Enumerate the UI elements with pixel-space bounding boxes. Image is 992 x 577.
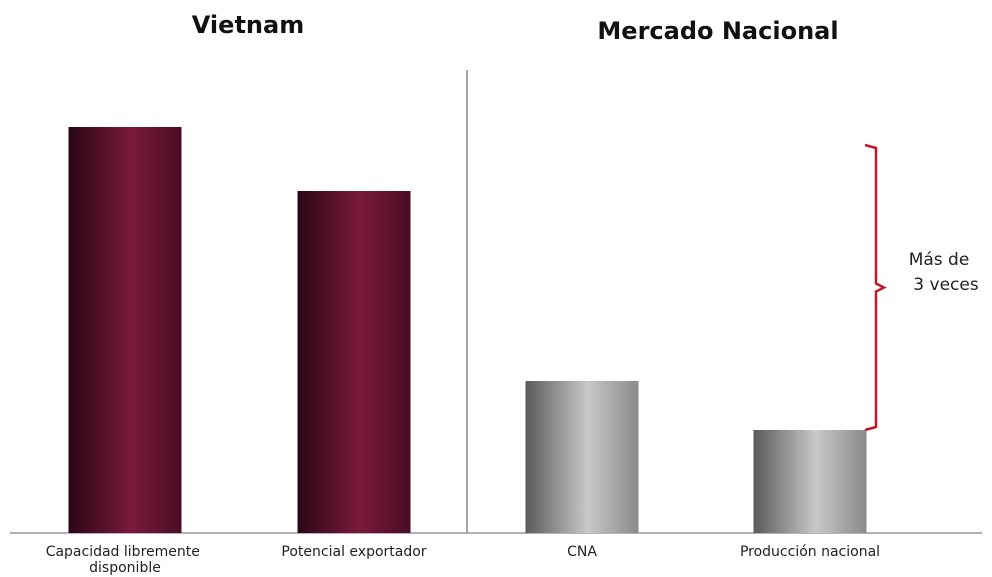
annotation-line2: 3 veces	[913, 275, 979, 295]
bar-capacidad	[68, 127, 182, 533]
bar-potencial	[297, 191, 411, 533]
panel-title-mercado-nacional: Mercado Nacional	[597, 17, 838, 45]
annotation-line1: Más de	[909, 250, 970, 270]
bar-produccion-nacional	[753, 430, 867, 533]
category-label-potencial: Potencial exportador	[281, 544, 426, 560]
category-label-produccion-nacional: Producción nacional	[740, 544, 880, 560]
category-label-capacidad: Capacidad libremente disponible	[46, 544, 205, 576]
comparison-bracket	[864, 143, 887, 432]
bars-group	[68, 127, 867, 533]
bar-cna	[525, 381, 639, 533]
category-label-cna: CNA	[567, 544, 597, 560]
panel-title-vietnam: Vietnam	[192, 11, 304, 39]
